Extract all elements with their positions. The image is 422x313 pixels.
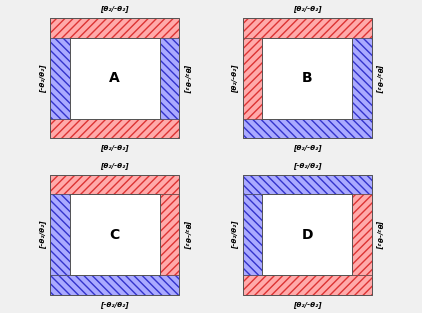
Bar — [243, 119, 372, 138]
Bar — [50, 18, 179, 38]
Bar — [262, 38, 352, 119]
Bar — [50, 18, 179, 138]
Bar — [352, 194, 372, 275]
Bar — [50, 194, 70, 275]
Bar — [50, 175, 179, 295]
Bar — [70, 194, 160, 275]
Bar — [50, 38, 70, 119]
Text: [θ₂/-θ₂]: [θ₂/-θ₂] — [293, 301, 322, 308]
Text: [θ₂/-θ₂]: [θ₂/-θ₂] — [100, 162, 129, 169]
Text: [-θ₂/θ₂]: [-θ₂/θ₂] — [39, 220, 46, 249]
Bar — [243, 175, 372, 295]
Bar — [352, 38, 372, 119]
Text: [θ₂/-θ₂]: [θ₂/-θ₂] — [100, 144, 129, 151]
Text: [-θ₂/θ₂]: [-θ₂/θ₂] — [293, 162, 322, 169]
Bar — [243, 275, 372, 295]
Bar — [70, 38, 160, 119]
Bar — [243, 175, 372, 295]
Bar — [262, 38, 352, 119]
Bar — [50, 175, 179, 194]
Bar — [262, 194, 352, 275]
Text: [θ₂/-θ₂]: [θ₂/-θ₂] — [231, 64, 238, 93]
Text: [θ₂/-θ₂]: [θ₂/-θ₂] — [376, 220, 383, 249]
Bar — [50, 275, 179, 295]
Bar — [262, 194, 352, 275]
Text: [θ₂/-θ₂]: [θ₂/-θ₂] — [293, 5, 322, 12]
Bar — [50, 119, 179, 138]
Bar — [160, 38, 179, 119]
Bar — [70, 38, 160, 119]
Bar — [243, 38, 262, 119]
Bar — [243, 194, 262, 275]
Text: [θ₂/-θ₂]: [θ₂/-θ₂] — [293, 144, 322, 151]
Bar — [50, 18, 179, 138]
Text: C: C — [110, 228, 120, 242]
Bar — [243, 18, 372, 138]
Text: [-θ₂/θ₂]: [-θ₂/θ₂] — [231, 220, 238, 249]
Bar — [70, 194, 160, 275]
Text: [θ₂/-θ₂]: [θ₂/-θ₂] — [100, 5, 129, 12]
Text: A: A — [109, 71, 120, 85]
Bar — [50, 175, 179, 295]
Text: [θ₂/-θ₂]: [θ₂/-θ₂] — [376, 64, 383, 93]
Text: [θ₂/-θ₂]: [θ₂/-θ₂] — [184, 64, 191, 93]
Text: [θ₂/-θ₂]: [θ₂/-θ₂] — [184, 220, 191, 249]
Text: [-θ₂/θ₂]: [-θ₂/θ₂] — [39, 64, 46, 93]
Bar — [160, 194, 179, 275]
Bar — [243, 175, 372, 194]
Bar — [243, 18, 372, 38]
Text: B: B — [302, 71, 313, 85]
Text: D: D — [302, 228, 313, 242]
Bar — [243, 18, 372, 138]
Text: [-θ₂/θ₂]: [-θ₂/θ₂] — [100, 301, 129, 308]
